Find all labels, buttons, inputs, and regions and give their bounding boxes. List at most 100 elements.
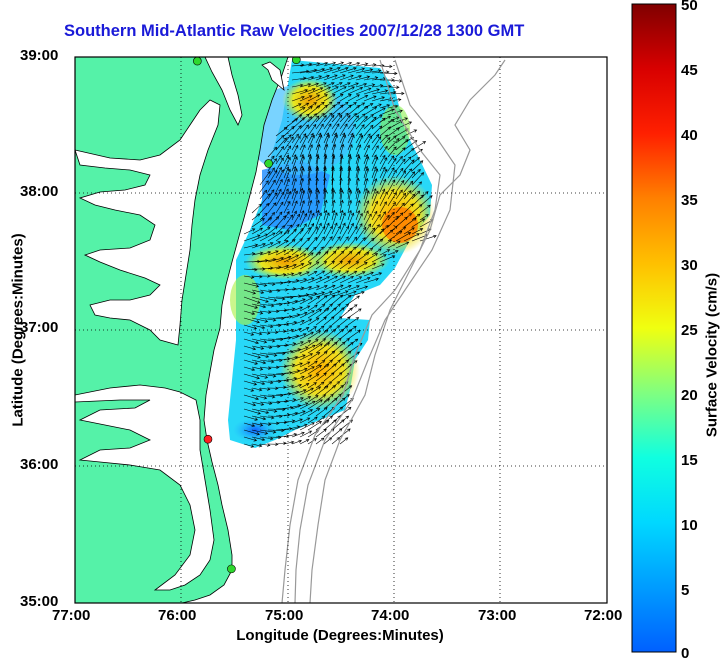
- velocity-arrow: [307, 67, 326, 74]
- velocity-arrow: [395, 202, 405, 214]
- velocity-arrow: [243, 324, 258, 330]
- y-tick: 39:00: [20, 47, 59, 64]
- velocity-arrow: [299, 165, 304, 179]
- velocity-arrow: [291, 375, 305, 382]
- velocity-arrow: [371, 89, 389, 95]
- velocity-arrow: [371, 248, 382, 256]
- velocity-arrow: [283, 168, 291, 186]
- velocity-arrow: [243, 338, 260, 345]
- velocity-arrow: [283, 200, 291, 214]
- velocity-arrow: [347, 115, 359, 130]
- velocity-arrow: [299, 285, 313, 291]
- velocity-arrow: [323, 66, 341, 74]
- velocity-arrow: [315, 270, 326, 277]
- velocity-arrow: [291, 200, 298, 214]
- velocity-arrow: [403, 190, 412, 200]
- velocity-arrow: [323, 104, 336, 116]
- velocity-arrow: [259, 338, 276, 343]
- colorbar-tick: 50: [681, 0, 698, 14]
- velocity-arrow: [307, 399, 323, 410]
- velocity-arrow: [347, 295, 360, 305]
- velocity-arrow: [323, 61, 337, 67]
- velocity-arrow: [315, 276, 331, 284]
- velocity-arrow: [299, 383, 310, 389]
- velocity-arrow: [331, 66, 349, 74]
- velocity-arrow: [331, 250, 345, 263]
- velocity-arrow: [379, 84, 392, 89]
- velocity-arrow: [355, 113, 366, 123]
- velocity-arrow: [395, 155, 403, 165]
- velocity-arrow: [315, 385, 329, 396]
- velocity-arrow: [299, 144, 306, 158]
- velocity-arrow: [315, 86, 332, 95]
- velocity-arrow: [291, 389, 307, 396]
- velocity-arrow: [291, 402, 309, 410]
- velocity-arrow: [259, 242, 274, 249]
- velocity-arrow: [363, 144, 370, 158]
- velocity-arrow: [307, 360, 318, 368]
- velocity-arrow: [331, 155, 336, 172]
- velocity-arrow: [259, 317, 277, 322]
- velocity-arrow: [243, 401, 257, 407]
- velocity-arrow: [291, 144, 299, 158]
- velocity-arrow: [275, 146, 285, 158]
- velocity-arrow: [299, 252, 314, 263]
- velocity-arrow: [251, 394, 268, 400]
- velocity-arrow: [275, 255, 292, 263]
- velocity-arrow: [339, 189, 344, 207]
- chesapeake-bay: [75, 57, 285, 591]
- x-tick: 77:00: [52, 607, 91, 624]
- velocity-arrow: [339, 143, 345, 158]
- velocity-arrow: [379, 255, 396, 263]
- velocity-arrow: [259, 227, 271, 235]
- velocity-arrow: [275, 240, 289, 249]
- velocity-arrow: [283, 440, 295, 445]
- velocity-arrow: [323, 419, 337, 431]
- velocity-arrow: [387, 240, 401, 249]
- velocity-arrow: [323, 93, 336, 102]
- velocity-arrow: [259, 422, 272, 426]
- velocity-arrow: [283, 145, 292, 158]
- velocity-arrow: [283, 154, 289, 165]
- velocity-arrow: [371, 224, 380, 235]
- velocity-arrow: [307, 386, 322, 396]
- velocity-arrow: [371, 96, 386, 102]
- velocity-arrow: [347, 317, 360, 326]
- velocity-arrow: [307, 364, 322, 375]
- velocity-arrow: [267, 167, 275, 179]
- velocity-arrow: [347, 351, 360, 361]
- velocity-arrow: [267, 344, 281, 349]
- velocity-arrow: [307, 296, 321, 305]
- velocity-arrow: [299, 271, 310, 277]
- velocity-arrow: [395, 226, 407, 235]
- velocity-arrow: [379, 145, 388, 158]
- velocity-arrow: [387, 146, 397, 158]
- velocity-arrow: [315, 351, 328, 361]
- velocity-arrow: [291, 253, 307, 263]
- velocity-arrow: [339, 428, 351, 438]
- velocity-arrow: [315, 261, 328, 270]
- velocity-arrow: [371, 117, 386, 130]
- y-tick: 37:00: [20, 319, 59, 336]
- velocity-arrow: [379, 157, 388, 172]
- velocity-arrow: [347, 155, 352, 172]
- velocity-arrow: [307, 291, 325, 298]
- velocity-arrow: [363, 247, 374, 256]
- velocity-arrow: [315, 199, 320, 214]
- velocity-arrow: [243, 443, 255, 448]
- velocity-arrow: [395, 139, 409, 151]
- velocity-arrows: [243, 61, 437, 448]
- velocity-arrow: [331, 328, 344, 340]
- velocity-arrow: [363, 210, 369, 221]
- velocity-arrow: [291, 431, 305, 438]
- velocity-arrow: [355, 271, 366, 277]
- velocity-arrow: [251, 387, 263, 392]
- velocity-arrow: [323, 316, 335, 326]
- velocity-arrow: [347, 189, 353, 207]
- velocity-arrow: [243, 234, 261, 242]
- velocity-arrow: [363, 116, 377, 130]
- velocity-arrow: [307, 167, 312, 186]
- velocity-arrow: [299, 106, 313, 116]
- velocity-arrow: [243, 331, 255, 336]
- plot-frame: [74, 56, 608, 604]
